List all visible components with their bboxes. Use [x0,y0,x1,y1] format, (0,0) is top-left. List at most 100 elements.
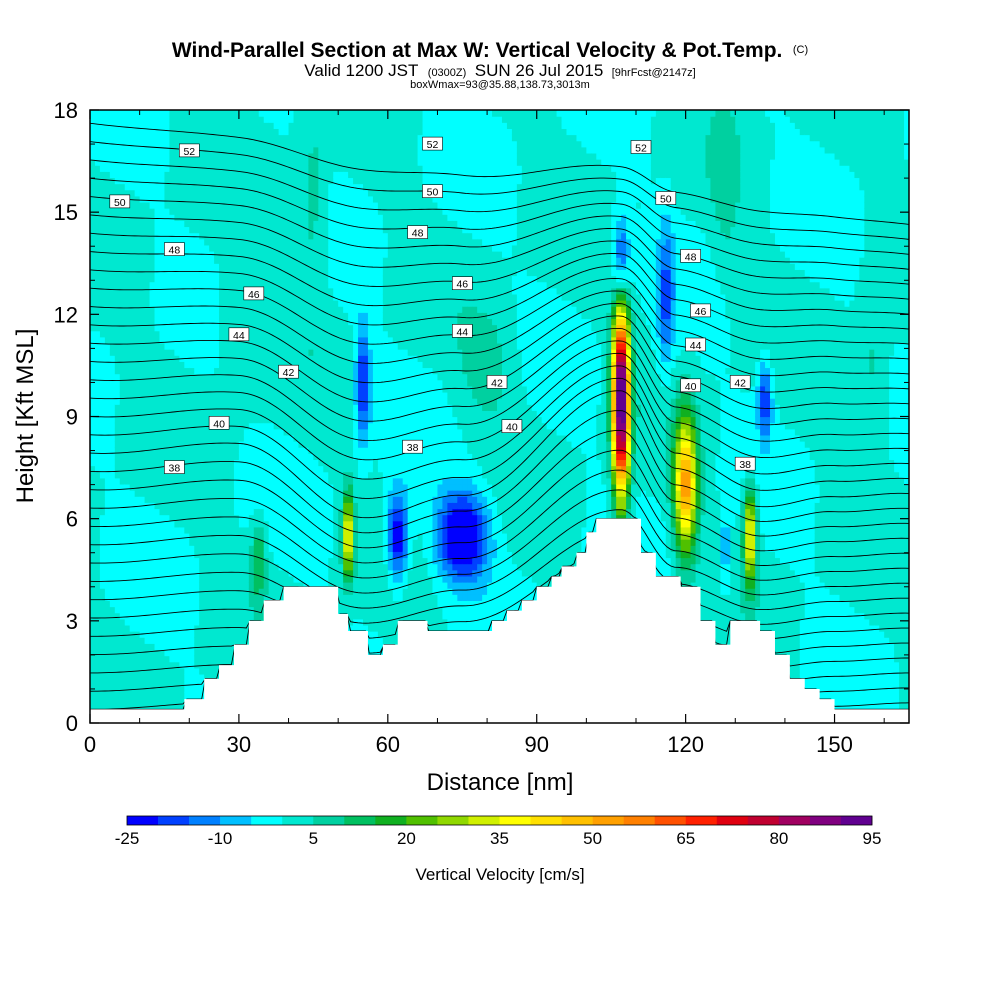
w-cell-1138 [145,551,151,558]
w-cell-425 [110,588,116,595]
w-cell-4437 [303,141,309,148]
w-cell-4932 [328,202,334,209]
w-cell-2578 [214,392,220,399]
w-cell-2355 [204,521,210,528]
w-cell-1121 [145,656,151,663]
w-cell-4442 [303,110,309,117]
w-cell-763 [125,374,131,381]
w-cell-2504 [209,226,215,233]
w-cell-4407 [303,325,309,332]
w-cell-1648 [169,521,175,528]
w-cell-1916 [179,116,185,123]
w-cell-2550 [214,564,220,571]
w-cell-696 [120,165,126,172]
w-cell-1186 [145,257,151,264]
w-cell-3382 [254,417,260,424]
w-cell-508 [115,698,121,705]
w-cell-1052 [140,459,146,466]
w-cell-4715 [318,294,324,301]
w-cell-4540 [308,128,314,135]
w-cell-1041 [140,527,146,534]
w-cell-2128 [194,674,200,681]
w-cell-729 [125,582,131,589]
w-cell-284 [100,214,106,221]
subtitle-text: Valid 1200 JST (0300Z) SUN 26 Jul 2015 [… [304,61,695,80]
w-cell-4196 [294,380,300,387]
w-cell-2072 [189,398,195,405]
w-cell-469 [110,318,116,325]
w-cell-733 [125,557,131,564]
w-cell-3657 [269,588,275,595]
w-cell-2116 [189,128,195,135]
w-cell-1332 [155,600,161,607]
w-cell-2382 [204,355,210,362]
w-cell-3603 [264,300,270,307]
w-cell-7 [90,674,96,681]
w-cell-3701 [269,318,275,325]
w-cell-4327 [298,196,304,203]
w-cell-753 [125,435,131,442]
w-cell-1044 [140,508,146,515]
w-cell-3057 [239,551,245,558]
w-cell-4215 [294,263,300,270]
w-cell-157 [95,374,101,381]
w-cell-3477 [259,453,265,460]
w-cell-2653 [219,551,225,558]
w-cell-376 [105,269,111,276]
w-cell-958 [135,417,141,424]
w-cell-3988 [284,417,290,424]
w-cell-1958 [184,478,190,485]
w-cell-4946 [328,116,334,123]
w-cell-4037 [284,116,290,123]
w-cell-850 [130,459,136,466]
w-cell-3571 [264,496,270,503]
w-cell-3868 [279,533,285,540]
w-cell-4638 [313,147,319,154]
w-cell-3390 [254,367,260,374]
w-cell-1194 [145,208,151,215]
w-cell-2953 [234,570,240,577]
w-cell-4269 [298,551,304,558]
w-cell-4827 [323,226,329,233]
w-cell-206 [100,692,106,699]
w-cell-4375 [303,521,309,528]
w-cell-4266 [298,570,304,577]
w-cell-1495 [159,220,165,227]
w-cell-881 [130,269,136,276]
w-cell-2751 [224,570,230,577]
w-cell-3228 [244,122,250,129]
w-cell-1946 [184,551,190,558]
w-cell-1106 [140,128,146,135]
w-cell-2660 [219,508,225,515]
w-cell-1486 [159,276,165,283]
w-cell-1784 [174,306,180,313]
w-cell-2216 [194,135,200,142]
w-cell-3623 [264,177,270,184]
w-cell-3196 [244,318,250,325]
w-cell-3169 [244,484,250,491]
w-cell-1725 [174,668,180,675]
w-cell-1060 [140,410,146,417]
w-cell-3175 [244,447,250,454]
w-cell-3123 [239,147,245,154]
w-cell-277 [100,257,106,264]
w-cell-464 [110,349,116,356]
w-cell-4065 [289,564,295,571]
w-cell-1299 [150,184,156,191]
w-cell-4211 [294,288,300,295]
w-cell-1576 [164,343,170,350]
w-cell-1805 [174,177,180,184]
w-cell-2048 [189,545,195,552]
w-cell-1053 [140,453,146,460]
w-cell-2300 [199,239,205,246]
w-cell-4109 [289,294,295,301]
w-cell-860 [130,398,136,405]
w-cell-620 [120,631,126,638]
w-cell-2401 [204,239,210,246]
w-cell-2297 [199,257,205,264]
w-cell-2098 [189,239,195,246]
w-cell-1501 [159,184,165,191]
w-cell-1201 [145,165,151,172]
w-cell-1775 [174,361,180,368]
w-cell-458 [110,386,116,393]
